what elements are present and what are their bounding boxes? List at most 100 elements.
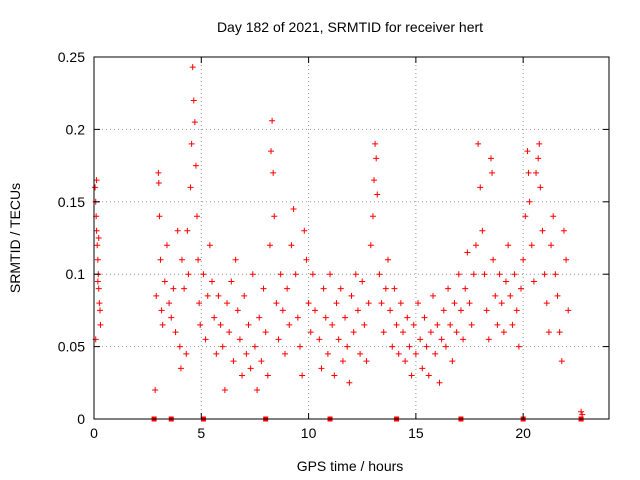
data-point xyxy=(305,300,312,307)
data-point xyxy=(496,271,503,278)
data-point xyxy=(425,372,432,379)
data-point xyxy=(505,242,512,249)
data-point xyxy=(95,285,102,292)
data-point xyxy=(447,321,454,328)
data-point xyxy=(243,350,250,357)
y-tick-label: 0.25 xyxy=(58,49,85,65)
data-point xyxy=(412,350,419,357)
data-point xyxy=(468,321,475,328)
data-point xyxy=(159,321,166,328)
data-point xyxy=(318,365,325,372)
data-point xyxy=(153,292,160,299)
data-point xyxy=(479,227,486,234)
data-point xyxy=(168,314,175,321)
data-point xyxy=(316,336,323,343)
data-point xyxy=(297,343,303,350)
data-point xyxy=(417,336,424,343)
data-point xyxy=(247,365,254,372)
data-point xyxy=(402,358,409,365)
data-point xyxy=(163,242,170,249)
data-point xyxy=(560,227,567,234)
data-point xyxy=(393,321,400,328)
y-axis-ticks: 0 0.05 0.1 0.15 0.2 0.25 xyxy=(58,49,609,427)
data-point xyxy=(170,285,177,292)
y-axis-label: SRMTID / TECUs xyxy=(7,183,23,293)
data-point xyxy=(367,242,374,249)
data-point xyxy=(309,271,316,278)
plot-frame xyxy=(93,56,610,420)
data-point xyxy=(382,285,389,292)
data-point xyxy=(423,343,430,350)
data-point xyxy=(378,300,385,307)
data-point xyxy=(432,350,439,357)
data-point xyxy=(374,191,381,198)
data-point xyxy=(550,213,557,220)
data-point xyxy=(434,321,441,328)
data-point xyxy=(440,307,447,314)
data-point xyxy=(346,379,353,386)
data-point xyxy=(475,140,482,147)
data-point xyxy=(230,358,237,365)
data-point xyxy=(195,256,202,263)
data-point xyxy=(477,184,484,191)
data-point xyxy=(578,408,585,415)
data-point xyxy=(391,285,398,292)
data-point xyxy=(509,321,516,328)
data-point xyxy=(270,169,277,176)
data-point xyxy=(258,358,265,365)
plot-area xyxy=(94,57,609,419)
y-tick-label: 0.2 xyxy=(66,121,86,137)
data-point xyxy=(288,242,295,249)
y-tick-label: 0.15 xyxy=(58,194,85,210)
data-point xyxy=(206,242,213,249)
data-point xyxy=(204,292,211,299)
data-point xyxy=(530,278,537,285)
data-point xyxy=(472,242,479,249)
data-point xyxy=(277,271,284,278)
data-point xyxy=(284,285,291,292)
data-point xyxy=(507,292,514,299)
data-point xyxy=(166,300,173,307)
data-point xyxy=(373,155,380,162)
data-point xyxy=(181,285,188,292)
data-point xyxy=(158,307,165,314)
data-points xyxy=(92,64,586,418)
data-point xyxy=(466,300,473,307)
data-point xyxy=(185,271,192,278)
data-point xyxy=(389,343,396,350)
data-point xyxy=(483,307,490,314)
data-point xyxy=(487,155,494,162)
data-point xyxy=(415,300,422,307)
data-point xyxy=(361,321,368,328)
data-point xyxy=(94,242,101,249)
data-point xyxy=(215,292,222,299)
data-point xyxy=(197,321,204,328)
data-point xyxy=(322,314,329,321)
data-point xyxy=(217,321,224,328)
data-point xyxy=(342,314,349,321)
data-point xyxy=(97,321,104,328)
data-point xyxy=(518,285,525,292)
data-point xyxy=(357,350,364,357)
data-point xyxy=(262,329,269,336)
data-point xyxy=(462,285,469,292)
data-point xyxy=(369,213,376,220)
data-point xyxy=(333,300,340,307)
data-point xyxy=(533,169,540,176)
data-point xyxy=(513,307,520,314)
x-tick-label: 10 xyxy=(301,425,317,441)
data-point xyxy=(539,227,546,234)
data-point xyxy=(397,300,404,307)
data-point xyxy=(442,343,449,350)
data-point xyxy=(526,198,533,205)
data-point xyxy=(192,162,199,169)
x-tick-label: 20 xyxy=(515,425,531,441)
x-tick-label: 0 xyxy=(90,425,98,441)
data-point xyxy=(178,256,185,263)
data-point xyxy=(387,307,394,314)
data-point xyxy=(260,285,267,292)
x-axis-label: GPS time / hours xyxy=(297,458,404,474)
data-point xyxy=(183,350,190,357)
data-point xyxy=(406,343,413,350)
